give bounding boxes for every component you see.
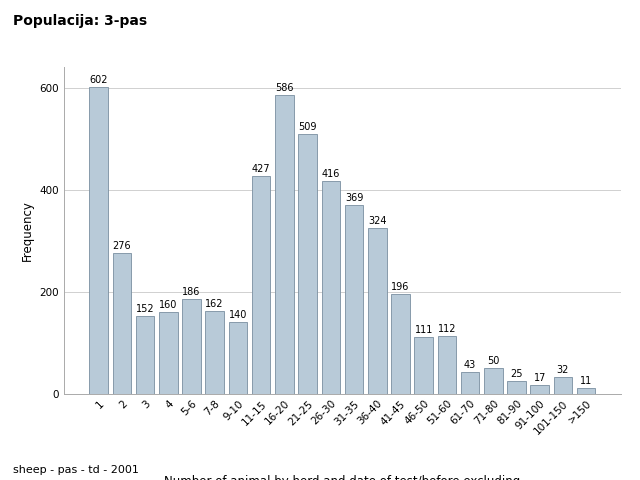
Text: 152: 152 xyxy=(136,304,154,314)
Y-axis label: Frequency: Frequency xyxy=(21,200,34,261)
Text: 11: 11 xyxy=(580,376,593,386)
Bar xyxy=(182,299,201,394)
Text: 50: 50 xyxy=(487,356,499,366)
Text: sheep - pas - td - 2001: sheep - pas - td - 2001 xyxy=(13,465,139,475)
Bar xyxy=(391,294,410,394)
Text: 324: 324 xyxy=(368,216,387,227)
Text: 509: 509 xyxy=(298,122,317,132)
Text: 196: 196 xyxy=(391,282,410,291)
Bar xyxy=(228,322,247,394)
Bar xyxy=(531,385,549,394)
Text: 276: 276 xyxy=(113,241,131,251)
Text: 162: 162 xyxy=(205,299,224,309)
Text: 160: 160 xyxy=(159,300,177,310)
X-axis label: Number of animal by herd and date of test/before excluding: Number of animal by herd and date of tes… xyxy=(164,475,520,480)
Text: 427: 427 xyxy=(252,164,271,174)
Text: Populacija: 3-pas: Populacija: 3-pas xyxy=(13,14,147,28)
Bar xyxy=(345,205,364,394)
Text: 43: 43 xyxy=(464,360,476,370)
Bar xyxy=(321,181,340,394)
Bar xyxy=(159,312,177,394)
Text: 416: 416 xyxy=(322,169,340,180)
Bar xyxy=(90,86,108,394)
Bar xyxy=(252,176,271,394)
Bar xyxy=(461,372,479,394)
Text: 186: 186 xyxy=(182,287,201,297)
Text: 586: 586 xyxy=(275,83,294,93)
Bar xyxy=(136,316,154,394)
Bar xyxy=(438,336,456,394)
Bar xyxy=(484,368,502,394)
Text: 111: 111 xyxy=(415,325,433,335)
Bar xyxy=(414,337,433,394)
Bar xyxy=(577,388,595,394)
Text: 17: 17 xyxy=(534,373,546,383)
Bar xyxy=(508,381,526,394)
Bar xyxy=(368,228,387,394)
Bar xyxy=(298,134,317,394)
Text: 140: 140 xyxy=(228,310,247,320)
Text: 602: 602 xyxy=(90,74,108,84)
Text: 25: 25 xyxy=(510,369,523,379)
Bar xyxy=(205,311,224,394)
Bar xyxy=(554,377,572,394)
Text: 112: 112 xyxy=(438,324,456,335)
Text: 32: 32 xyxy=(557,365,569,375)
Text: 369: 369 xyxy=(345,193,363,204)
Bar xyxy=(275,95,294,394)
Bar xyxy=(113,253,131,394)
